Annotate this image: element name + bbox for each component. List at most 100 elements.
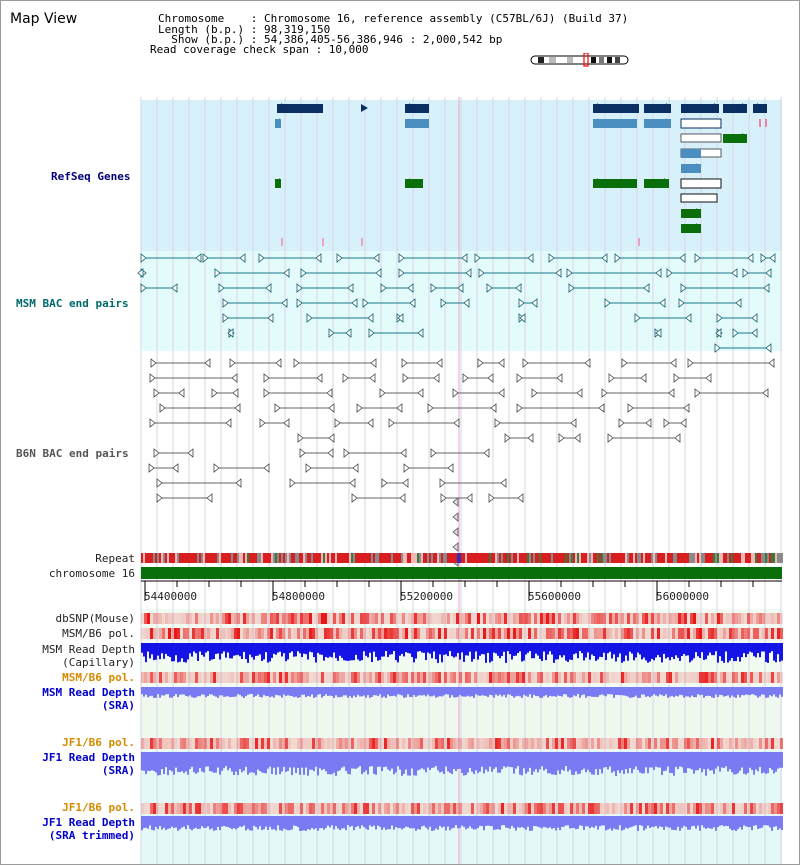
read-depth-bar bbox=[409, 643, 411, 654]
read-depth-bar bbox=[465, 687, 467, 697]
read-depth-bar bbox=[709, 752, 711, 771]
chromosome-ideogram[interactable] bbox=[529, 53, 633, 67]
read-depth-bar bbox=[613, 643, 615, 655]
page-title: Map View bbox=[10, 11, 78, 27]
read-depth-bar bbox=[575, 752, 577, 772]
polymorphism-cell bbox=[492, 738, 495, 749]
read-depth-bar bbox=[599, 643, 601, 657]
b6n-bac-end bbox=[283, 418, 290, 428]
polymorphism-cell bbox=[735, 738, 738, 749]
track-label-jf1-read-depth-sra[interactable]: JF1 Read Depth bbox=[42, 751, 135, 764]
read-depth-bar bbox=[559, 816, 561, 831]
read-depth-bar bbox=[571, 643, 573, 660]
polymorphism-cell bbox=[597, 803, 600, 814]
b6n-bac-end bbox=[401, 358, 408, 368]
read-depth-bar bbox=[599, 752, 601, 770]
polymorphism-cell bbox=[474, 613, 477, 624]
read-depth-bar bbox=[289, 752, 291, 768]
msm-bac-end bbox=[195, 253, 202, 263]
read-depth-bar bbox=[279, 752, 281, 775]
read-depth-bar bbox=[523, 643, 525, 661]
track-label-msm-read-depth-sra[interactable]: MSM Read Depth bbox=[42, 686, 135, 699]
repeat-segment bbox=[315, 553, 317, 563]
read-depth-bar bbox=[415, 643, 417, 659]
read-depth-bar bbox=[779, 687, 781, 695]
read-depth-bar bbox=[717, 816, 719, 828]
polymorphism-cell bbox=[144, 613, 147, 624]
read-depth-bar bbox=[553, 816, 555, 828]
polymorphism-cell bbox=[405, 672, 408, 683]
read-depth-bar bbox=[161, 816, 163, 830]
read-depth-bar bbox=[721, 687, 723, 696]
read-depth-bar bbox=[539, 816, 541, 828]
track-label-repeat[interactable]: Repeat bbox=[95, 552, 135, 565]
msm-bac-end bbox=[336, 253, 343, 263]
polymorphism-cell bbox=[303, 613, 306, 624]
read-depth-bar bbox=[461, 643, 463, 653]
polymorphism-cell bbox=[462, 628, 465, 639]
track-label-msm-b6-pol[interactable]: MSM/B6 pol. bbox=[62, 627, 135, 640]
track-label-chromosome[interactable]: chromosome 16 bbox=[48, 567, 135, 580]
polymorphism-cell bbox=[582, 803, 585, 814]
polymorphism-cell bbox=[660, 672, 663, 683]
track-label-msm-read-depth-capillary[interactable]: MSM Read Depth bbox=[42, 643, 135, 656]
read-depth-bar bbox=[451, 687, 453, 696]
repeat-segment bbox=[557, 553, 559, 563]
repeat-segment bbox=[195, 553, 197, 563]
track-label-b6n-bac-end-pairs[interactable]: B6N BAC end pairs bbox=[16, 447, 129, 460]
gene-feature bbox=[723, 104, 747, 113]
read-depth-bar bbox=[563, 816, 565, 827]
read-depth-bar bbox=[553, 687, 555, 697]
read-depth-bar bbox=[437, 643, 439, 663]
read-depth-bar bbox=[175, 643, 177, 656]
read-depth-bar bbox=[497, 643, 499, 656]
repeat-segment bbox=[625, 553, 627, 563]
read-depth-bar bbox=[545, 687, 547, 696]
read-depth-bar bbox=[321, 687, 323, 698]
polymorphism-cell bbox=[324, 803, 327, 814]
read-depth-bar bbox=[293, 687, 295, 698]
polymorphism-cell bbox=[330, 628, 333, 639]
msm-bac-end bbox=[760, 253, 767, 263]
polymorphism-cell bbox=[702, 738, 705, 749]
polymorphism-cell bbox=[306, 738, 309, 749]
polymorphism-cell bbox=[624, 672, 627, 683]
read-depth-bar bbox=[251, 816, 253, 831]
read-depth-bar bbox=[331, 752, 333, 775]
track-label-dbsnp[interactable]: dbSNP(Mouse) bbox=[55, 612, 135, 625]
read-depth-bar bbox=[633, 752, 635, 770]
read-depth-bar bbox=[423, 687, 425, 695]
read-depth-bar bbox=[605, 752, 607, 768]
read-depth-bar bbox=[653, 687, 655, 695]
read-depth-bar bbox=[361, 687, 363, 697]
track-label-jf1-read-depth-trimmed[interactable]: JF1 Read Depth bbox=[42, 816, 135, 829]
track-label-refseq-genes[interactable]: RefSeq Genes bbox=[51, 170, 131, 183]
read-depth-bar bbox=[769, 643, 771, 653]
repeat-segment bbox=[659, 553, 661, 563]
read-depth-bar bbox=[771, 687, 773, 697]
polymorphism-cell bbox=[357, 672, 360, 683]
polymorphism-cell bbox=[192, 738, 195, 749]
read-depth-bar bbox=[177, 643, 179, 663]
track-label-msm-bac-end-pairs[interactable]: MSM BAC end pairs bbox=[16, 297, 129, 310]
read-depth-bar bbox=[741, 816, 743, 830]
track-label-msm-b6-pol-2[interactable]: MSM/B6 pol. bbox=[62, 671, 135, 684]
read-depth-bar bbox=[399, 687, 401, 695]
track-label-jf1-b6-pol-2[interactable]: JF1/B6 pol. bbox=[62, 801, 135, 814]
read-depth-bar bbox=[253, 752, 255, 773]
polymorphism-cell bbox=[630, 803, 633, 814]
polymorphism-cell bbox=[543, 613, 546, 624]
read-depth-bar bbox=[277, 687, 279, 696]
gene-arrow bbox=[405, 118, 410, 128]
polymorphism-cell bbox=[369, 613, 372, 624]
polymorphism-cell bbox=[579, 738, 582, 749]
repeat-segment bbox=[439, 553, 441, 563]
read-depth-bar bbox=[311, 816, 313, 829]
read-depth-bar bbox=[715, 816, 717, 831]
track-label-jf1-b6-pol[interactable]: JF1/B6 pol. bbox=[62, 736, 135, 749]
polymorphism-cell bbox=[705, 613, 708, 624]
polymorphism-cell bbox=[261, 613, 264, 624]
polymorphism-cell bbox=[726, 628, 729, 639]
read-depth-bar bbox=[259, 816, 261, 827]
read-depth-bar bbox=[475, 687, 477, 695]
